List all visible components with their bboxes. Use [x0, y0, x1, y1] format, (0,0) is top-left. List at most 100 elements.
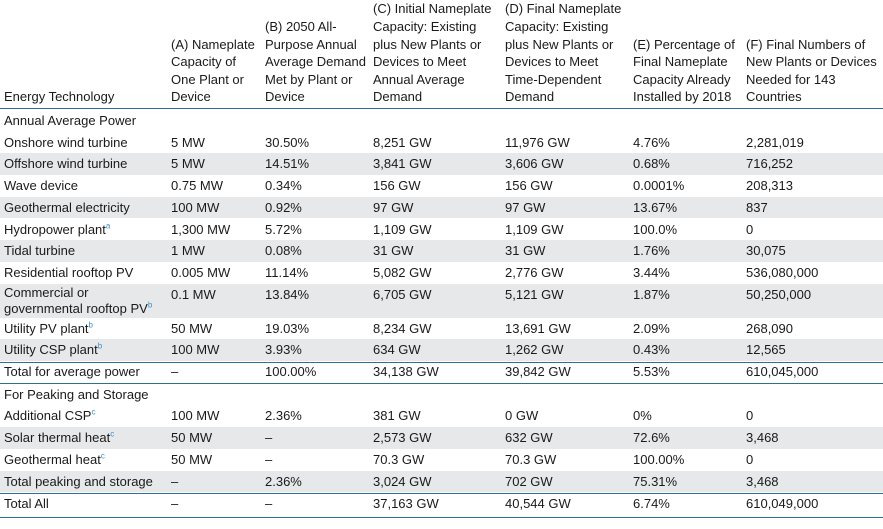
section-rule: [0, 383, 883, 385]
table-cell: 5,082 GW: [373, 264, 432, 280]
table-cell: 5 MW: [171, 134, 205, 150]
table-cell: 14.51%: [265, 156, 310, 172]
row-label-text: Total All: [4, 496, 49, 512]
table-cell: 8,234 GW: [373, 320, 432, 336]
row-label: Total peaking and storage: [4, 474, 164, 490]
table-cell: 156 GW: [373, 178, 421, 194]
table-cell: 12,565: [746, 342, 786, 358]
row-label-text: Total for average power: [4, 364, 140, 379]
table-cell: 2.09%: [633, 320, 670, 336]
table-cell: 5.72%: [265, 221, 302, 237]
table-cell: 39,842 GW: [505, 364, 571, 379]
table-cell: 100.0%: [633, 221, 678, 237]
column-header: (E) Percentage of Final Nameplate Capaci…: [633, 0, 745, 106]
table-cell: 0: [746, 408, 754, 424]
table-row: Utility CSP plantb 100 MW 3.93% 634 GW 1,262…: [0, 339, 883, 361]
footnote-marker: b: [97, 341, 103, 351]
table-cell: 72.6%: [633, 430, 670, 446]
table-cell: 31 GW: [505, 243, 546, 259]
table-cell: 0.0001%: [633, 178, 685, 194]
table-cell: –: [265, 451, 273, 467]
section-title: Annual Average Power: [4, 113, 137, 128]
column-header: (B) 2050 All-Purpose Annual Average Dema…: [265, 0, 371, 106]
table-row: Commercial or governmental rooftop PVb 0.…: [0, 283, 883, 318]
row-label-text: Solar thermal heat: [4, 430, 111, 446]
table-row: Tidal turbine 1 MW 0.08% 31 GW 31 GW 1.76% 30,…: [0, 240, 883, 262]
table-cell: 0.08%: [265, 243, 302, 259]
table-cell: 97 GW: [373, 199, 414, 215]
table-cell: 13.67%: [633, 199, 678, 215]
row-label-text: Additional CSP: [4, 408, 92, 424]
footnote-marker: a: [105, 221, 111, 231]
table-cell: 1,109 GW: [505, 221, 564, 237]
table-cell: 40,544 GW: [505, 496, 571, 512]
table-row: Residential rooftop PV 0.005 MW 11.14% 5,08…: [0, 262, 883, 284]
table-cell: 50 MW: [171, 451, 213, 467]
table-cell: 837: [746, 199, 768, 215]
table-cell: 19.03%: [265, 320, 310, 336]
table-cell: 100.00%: [633, 451, 685, 467]
row-label: Geothermal electricity: [4, 200, 164, 216]
table-row: Hydropower planta 1,300 MW 5.72% 1,109 GW 1,…: [0, 219, 883, 241]
column-header: (F) Final Numbers of New Plants or Devic…: [746, 0, 881, 106]
bottom-rule: [0, 516, 883, 518]
table-cell: 0: [746, 221, 754, 237]
table-cell: 50 MW: [171, 430, 213, 446]
header-rule: [0, 108, 883, 109]
row-label-text: Geothermal electricity: [4, 199, 130, 215]
table-cell: 2,281,019: [746, 134, 804, 150]
table-cell: 0.75 MW: [171, 178, 224, 194]
table-row: Wave device 0.75 MW 0.34% 156 GW 156 GW 0.000…: [0, 175, 883, 197]
table-cell: 3.93%: [265, 342, 302, 358]
table-cell: 0: [746, 451, 754, 467]
column-header-text: (B) 2050 All-Purpose Annual Average Dema…: [265, 19, 366, 105]
table-cell: –: [171, 496, 179, 512]
row-label: Total All: [4, 496, 164, 512]
column-header: (D) Final Nameplate Capacity: Existing p…: [505, 0, 631, 106]
table-cell: –: [265, 430, 273, 446]
row-label: Total for average power: [4, 364, 164, 380]
table-cell: 31 GW: [373, 243, 414, 259]
column-header-text: (A) Nameplate Capacity of One Plant or D…: [171, 36, 255, 105]
total-row: Total for average power – 100.00% 34,138 GW…: [0, 361, 883, 383]
row-label: Onshore wind turbine: [4, 135, 164, 151]
table-cell: 100 MW: [171, 342, 220, 358]
row-label-text: Hydropower plant: [4, 221, 106, 237]
table-cell: 5.53%: [633, 364, 670, 379]
table-cell: 0.68%: [633, 156, 670, 172]
table-cell: 11.14%: [265, 264, 309, 280]
column-header-text: (C) Initial Nameplate Capacity: Existing…: [373, 1, 492, 105]
row-label-text: Total peaking and storage: [4, 473, 153, 489]
table-cell: 3.44%: [633, 264, 670, 280]
table-cell: 75.31%: [633, 473, 678, 489]
table-cell: 100 MW: [171, 408, 220, 424]
table-row: Utility PV plantb 50 MW 19.03% 8,234 GW 13,6…: [0, 318, 883, 340]
table-cell: 610,049,000: [746, 496, 819, 512]
table-cell: 100 MW: [171, 199, 220, 215]
row-label: Offshore wind turbine: [4, 156, 164, 172]
row-label-text: Tidal turbine: [4, 243, 76, 259]
row-label: Utility PV plantb: [4, 321, 164, 337]
row-label-text: Utility PV plant: [4, 320, 89, 336]
table-cell: 30.50%: [265, 134, 310, 150]
table-cell: 716,252: [746, 156, 793, 172]
table-cell: 1 MW: [171, 243, 205, 259]
column-header: (A) Nameplate Capacity of One Plant or D…: [171, 0, 263, 106]
table-cell: 4.76%: [633, 134, 670, 150]
table-cell: 0.005 MW: [171, 264, 231, 280]
column-header-text: Energy Technology: [4, 89, 115, 105]
table-cell: 50 MW: [171, 320, 213, 336]
table-row: Geothermal heatc 50 MW – 70.3 GW 70.3 GW 100.…: [0, 449, 883, 471]
table-cell: 3,841 GW: [373, 156, 432, 172]
table-cell: 97 GW: [505, 199, 546, 215]
table-cell: 1.76%: [633, 243, 670, 259]
column-header: Energy Technology: [4, 0, 164, 106]
row-label-text: Utility CSP plant: [4, 342, 98, 358]
table-cell: 2.36%: [265, 473, 302, 489]
table-cell: 5 MW: [171, 156, 205, 172]
total-row: Total peaking and storage – 2.36% 3,024 GW 7…: [0, 470, 883, 493]
row-label-text: Geothermal heat: [4, 451, 101, 467]
table-cell: 702 GW: [505, 473, 553, 489]
table-cell: 100.00%: [265, 364, 317, 379]
